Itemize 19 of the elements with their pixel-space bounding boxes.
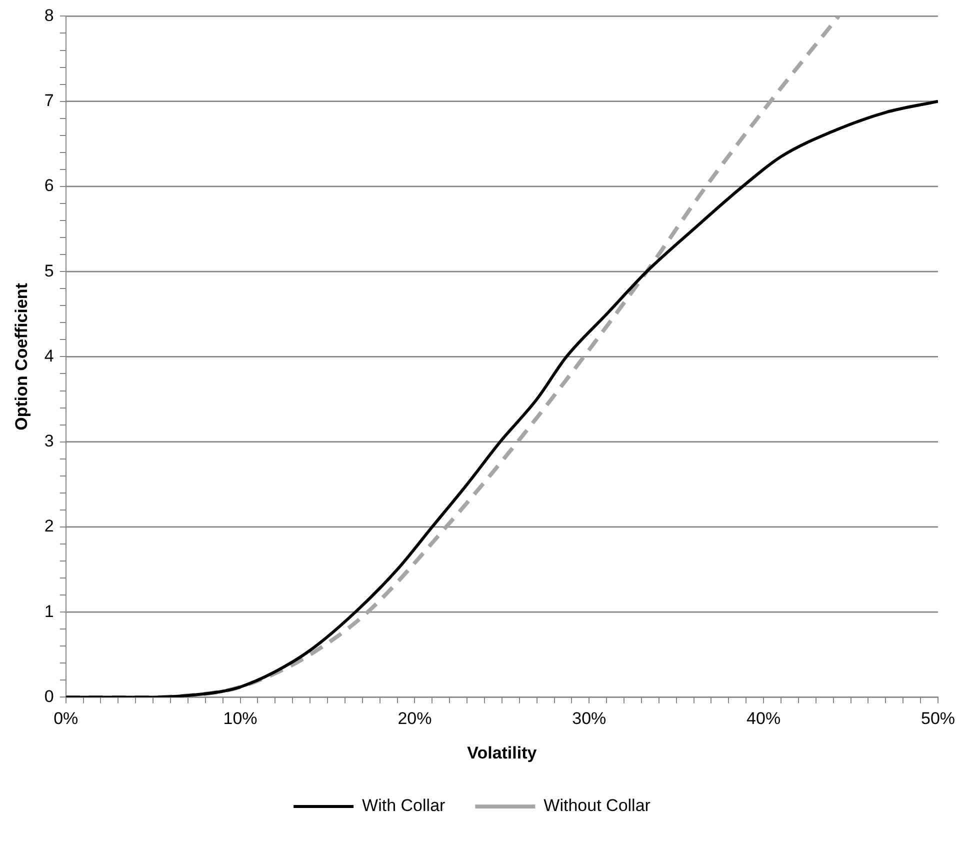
x-axis-title: Volatility: [467, 743, 538, 762]
y-tick-label: 5: [44, 261, 54, 280]
y-tick-label: 8: [44, 6, 54, 25]
x-tick-label: 50%: [920, 709, 956, 728]
y-axis-title: Option Coefficient: [12, 282, 31, 430]
x-tick-label: 30%: [572, 709, 606, 728]
legend-label: With Collar: [362, 796, 446, 816]
x-tick-label: 0%: [54, 709, 78, 728]
x-tick-label: 20%: [398, 709, 432, 728]
y-tick-label: 1: [44, 602, 54, 621]
y-tick-label: 6: [44, 176, 54, 196]
legend-label: Without Collar: [544, 796, 651, 816]
y-tick-label: 3: [44, 432, 54, 451]
x-tick-label: 40%: [746, 709, 781, 728]
y-tick-label: 0: [44, 686, 54, 706]
x-tick-label: 10%: [223, 709, 258, 728]
y-tick-label: 4: [44, 346, 54, 366]
y-tick-label: 2: [44, 516, 54, 536]
y-tick-label: 7: [44, 91, 54, 110]
